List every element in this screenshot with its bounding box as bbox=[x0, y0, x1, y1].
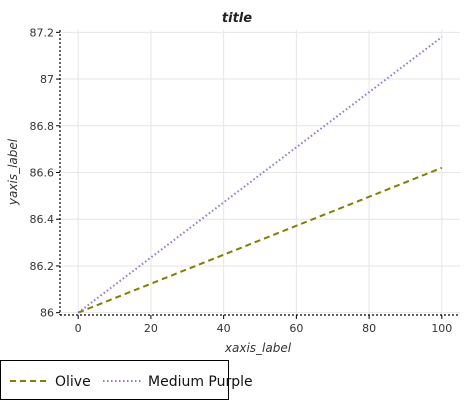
series-line-olive bbox=[77, 166, 443, 314]
x-tick-label: 80 bbox=[362, 322, 376, 335]
y-tick-label: 86.4 bbox=[30, 213, 55, 226]
y-tick-label: 86 bbox=[40, 307, 54, 320]
legend: Olive Medium Purple bbox=[0, 360, 253, 400]
x-tick-label: 60 bbox=[289, 322, 303, 335]
axes: 0 20 40 60 80 100 86 86.2 86.4 86.6 86.8 87 87.2 bbox=[30, 26, 460, 335]
x-tick-label: 20 bbox=[144, 322, 158, 335]
legend-box bbox=[0, 360, 229, 400]
y-tick-label: 86.2 bbox=[30, 260, 55, 273]
y-tick-label: 87.2 bbox=[30, 26, 55, 39]
y-tick-label: 86.8 bbox=[30, 120, 55, 133]
x-tick-label: 40 bbox=[217, 322, 231, 335]
chart-title: title bbox=[222, 11, 252, 26]
legend-label: Medium Purple bbox=[148, 374, 253, 390]
y-tick-label: 87 bbox=[40, 73, 54, 86]
y-tick-label: 86.6 bbox=[30, 167, 55, 180]
y-axis-label: yaxis_label bbox=[6, 138, 20, 206]
grid-lines bbox=[60, 30, 460, 315]
legend-label: Olive bbox=[55, 374, 91, 390]
x-tick-label: 0 bbox=[75, 322, 82, 335]
series-lines bbox=[77, 36, 443, 314]
series-line-medium-purple bbox=[77, 36, 443, 314]
x-axis-label: xaxis_label bbox=[224, 341, 292, 355]
x-tick-label: 100 bbox=[431, 322, 452, 335]
